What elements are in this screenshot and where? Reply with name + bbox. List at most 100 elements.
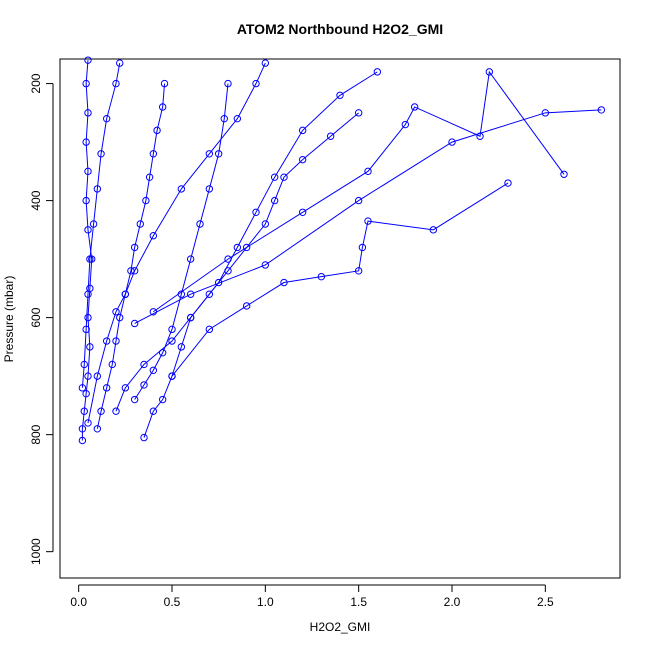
data-point [252,79,260,88]
data-point [177,185,186,193]
data-point [86,343,94,351]
y-tick-label: 800 [29,424,43,444]
series-layer [78,56,606,445]
x-tick-label: 2.5 [537,595,554,609]
data-point [373,68,382,76]
data-point [116,313,124,322]
data-point [149,232,158,240]
series-line [96,83,166,429]
data-point [121,384,130,392]
data-point [298,208,307,217]
y-tick-label: 200 [29,73,43,93]
data-point [476,132,484,140]
series-line [153,70,565,313]
data-point [84,313,92,322]
data-point [78,436,87,445]
chart-title: ATOM2 Northbound H2O2_GMI [237,21,443,37]
data-point [336,91,344,99]
data-point [130,319,139,328]
series-line [115,71,378,412]
data-point [84,56,92,64]
data-point [84,419,92,427]
y-tick-label: 1000 [29,538,43,565]
series-line [134,83,229,400]
data-point [140,381,148,389]
data-point [158,395,167,404]
data-point [354,267,363,275]
x-tick-label: 1.5 [350,595,367,609]
data-point [78,384,87,392]
data-point [84,290,92,298]
series-line [81,60,93,441]
data-point [136,220,144,228]
data-point [326,132,335,140]
data-point [93,425,102,433]
series-line [134,109,602,324]
data-point [242,243,251,252]
data-point [108,360,116,369]
data-point [80,360,88,369]
data-point [205,185,214,193]
data-point [149,366,158,374]
data-point [130,243,139,252]
data-point [298,155,307,164]
data-point [220,114,228,123]
x-tick-label: 2.0 [444,595,461,609]
x-tick-label: 0.0 [70,595,87,609]
data-point [317,272,326,281]
data-point [186,313,195,322]
data-point [97,407,105,415]
data-point [130,267,139,275]
series-line [87,62,266,424]
data-point [168,372,176,380]
data-point [158,349,167,357]
data-point [504,179,512,187]
series-line [171,182,509,377]
data-point [84,109,92,117]
data-point [82,389,90,398]
data-point [112,337,120,345]
data-point [82,138,90,146]
data-point [168,337,176,345]
data-point [160,79,169,88]
data-point [298,126,307,135]
data-point [102,114,111,123]
y-axis: 200 400 600 800 1000 [29,73,54,565]
data-point [102,384,111,392]
data-point [89,220,98,228]
data-point [364,217,372,225]
data-point [354,109,363,117]
data-point [448,138,456,146]
data-point [84,372,92,380]
data-point [214,278,223,287]
x-axis: 0.0 0.5 1.0 1.5 2.0 2.5 [70,584,554,609]
data-point [97,150,105,158]
data-point [149,308,158,316]
data-point [224,79,232,88]
x-tick-label: 1.0 [257,595,274,609]
data-point [261,59,270,67]
data-point [196,220,204,228]
data-point [78,425,87,433]
data-point [102,337,111,345]
data-point [112,407,120,415]
data-point [158,103,167,111]
data-point [80,407,88,415]
data-point [410,103,419,111]
data-point [140,360,148,369]
data-point [93,372,102,380]
data-point [270,196,279,205]
data-point [130,395,139,404]
data-point [112,79,120,88]
data-point [233,114,242,123]
data-point [205,325,214,334]
data-point [149,150,158,158]
x-tick-label: 0.5 [164,595,181,609]
data-point [186,255,195,263]
data-point [242,302,251,310]
data-point [140,433,148,442]
y-axis-label: Pressure (mbar) [2,276,16,363]
data-point [86,255,94,263]
data-point [429,226,438,234]
